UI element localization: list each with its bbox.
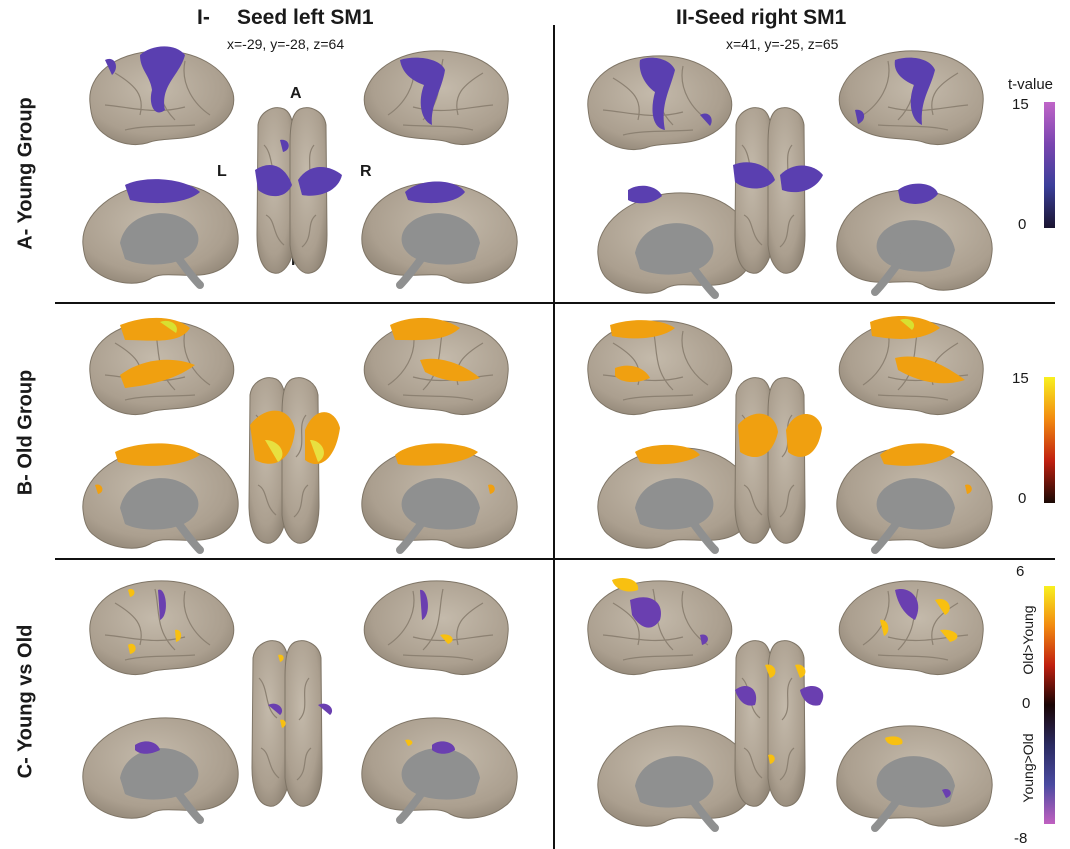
contrast-right-seed-medial-left bbox=[598, 726, 753, 828]
young-right-seed-lateral-left bbox=[587, 55, 733, 151]
horizontal-divider-1 bbox=[55, 302, 1055, 304]
contrast-left-seed-lateral-right bbox=[363, 580, 509, 676]
young-left-seed-dorsal bbox=[255, 107, 342, 274]
contrast-right-seed-medial-right bbox=[837, 726, 992, 828]
young-left-seed-medial-left bbox=[83, 179, 238, 285]
young-right-seed-lateral-right bbox=[838, 50, 984, 146]
old-right-seed-lateral-left bbox=[587, 320, 733, 416]
colorbar-3-max: 6 bbox=[1016, 563, 1025, 580]
old-left-seed-dorsal bbox=[248, 377, 340, 544]
contrast-right-seed-lateral-left bbox=[587, 578, 733, 676]
contrast-left-seed-medial-left bbox=[83, 718, 238, 820]
column-1-title: Seed left SM1 bbox=[237, 6, 374, 29]
colorbar-3 bbox=[1044, 586, 1055, 824]
young-left-seed-medial-right bbox=[362, 182, 517, 286]
horizontal-divider-2 bbox=[55, 558, 1055, 560]
young-left-seed-lateral-left bbox=[89, 46, 235, 146]
colorbar-3-min: -8 bbox=[1014, 830, 1028, 847]
young-right-seed-medial-left bbox=[598, 185, 753, 295]
contrast-right-seed-dorsal bbox=[734, 640, 824, 807]
vertical-divider bbox=[553, 25, 555, 849]
colorbar-3-lower-label: Young>Old bbox=[1020, 733, 1036, 803]
orientation-left: L bbox=[217, 163, 227, 180]
colorbar-1-title: t-value bbox=[1008, 76, 1054, 93]
colorbar-2-max: 15 bbox=[1012, 370, 1029, 387]
column-1-coordinates: x=-29, y=-28, z=64 bbox=[227, 36, 345, 52]
young-right-seed-dorsal bbox=[733, 107, 823, 274]
colorbar-2-min: 0 bbox=[1018, 490, 1027, 507]
contrast-left-seed-lateral-left bbox=[89, 580, 235, 676]
young-right-seed-medial-right bbox=[837, 183, 992, 292]
colorbar-1-max: 15 bbox=[1012, 96, 1029, 113]
old-right-seed-dorsal bbox=[734, 377, 822, 544]
old-right-seed-lateral-right bbox=[838, 316, 984, 416]
old-left-seed-medial-left bbox=[83, 443, 238, 550]
orientation-anterior: A bbox=[290, 85, 302, 102]
young-left-seed-lateral-right bbox=[363, 50, 509, 146]
old-right-seed-medial-left bbox=[598, 445, 753, 550]
old-right-seed-medial-right bbox=[837, 443, 992, 550]
contrast-left-seed-dorsal bbox=[251, 640, 333, 807]
old-left-seed-medial-right bbox=[362, 443, 517, 550]
contrast-right-seed-lateral-right bbox=[838, 580, 984, 676]
colorbar-3-mid: 0 bbox=[1022, 695, 1031, 712]
column-1-prefix: I- bbox=[197, 6, 210, 29]
colorbar-1-min: 0 bbox=[1018, 216, 1027, 233]
colorbar-3-upper-label: Old>Young bbox=[1020, 605, 1036, 675]
colorbar-2 bbox=[1044, 377, 1055, 503]
old-left-seed-lateral-right bbox=[363, 317, 509, 416]
old-left-seed-lateral-left bbox=[89, 317, 235, 416]
contrast-left-seed-medial-right bbox=[362, 718, 517, 820]
colorbar-1 bbox=[1044, 102, 1055, 228]
column-2-title: II-Seed right SM1 bbox=[676, 6, 847, 29]
column-2-coordinates: x=41, y=-25, z=65 bbox=[726, 36, 839, 52]
orientation-right: R bbox=[360, 163, 372, 180]
